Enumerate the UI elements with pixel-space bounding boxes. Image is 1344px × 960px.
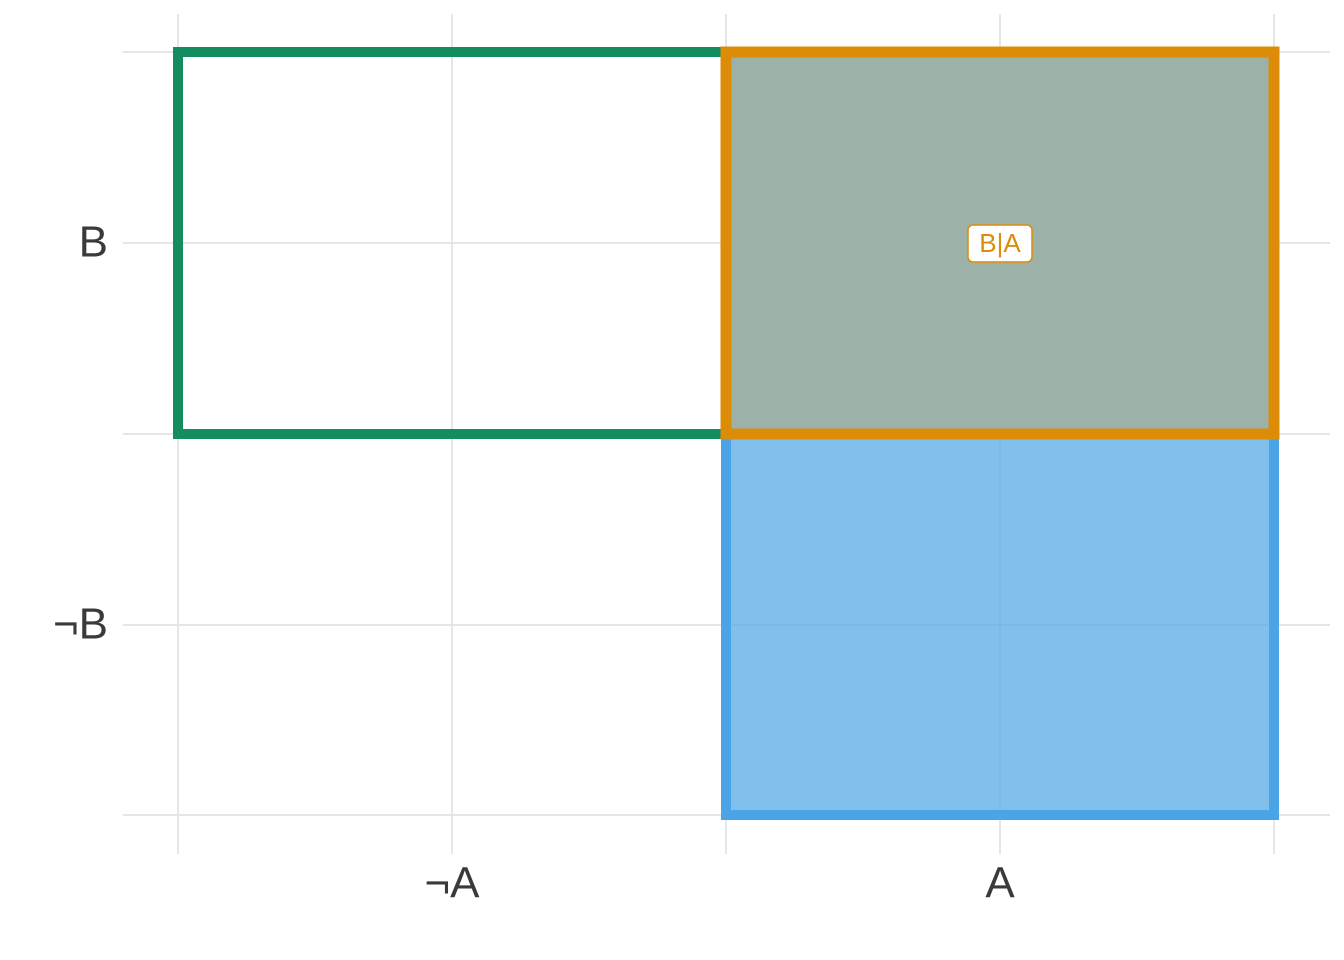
x-label: ¬A [424, 859, 480, 908]
x-label: A [985, 859, 1015, 908]
y-label: ¬B [53, 600, 108, 649]
annotation: B|A [979, 228, 1021, 258]
a-region [721, 429, 1279, 820]
annotation-box [967, 224, 1033, 263]
y-label: B [79, 218, 108, 267]
